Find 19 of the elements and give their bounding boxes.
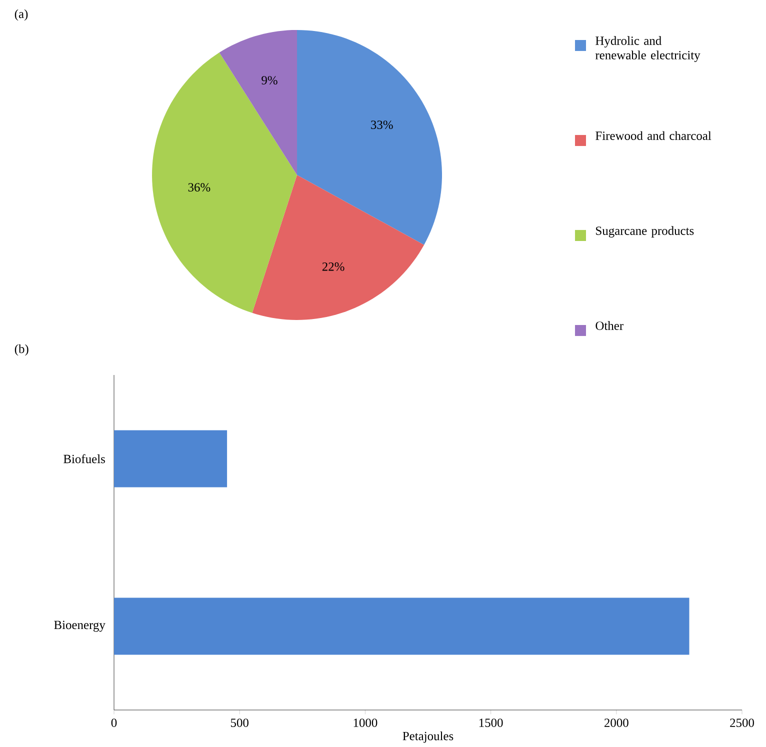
x-tick-label: 0	[111, 718, 117, 728]
chart-title: (b)	[14, 344, 28, 356]
y-tick-label: Bioenergy	[54, 620, 106, 632]
x-tick-label: 500	[230, 718, 248, 728]
x-tick-label: 1000	[354, 718, 378, 728]
legend-label: Other	[596, 321, 624, 330]
x-tick-label: 2500	[730, 718, 754, 728]
x-axis-title: Petajoules	[402, 732, 454, 743]
legend-label: Hydrolic and renewable electricity	[595, 36, 700, 62]
y-tick-label: Biofuels	[64, 454, 105, 464]
x-tick-label: 1500	[479, 718, 503, 728]
x-tick-label: 2000	[604, 718, 628, 728]
text: (a)	[14, 9, 28, 21]
data-label: 22%	[322, 262, 344, 271]
legend-label: Firewood and charcoal	[596, 131, 712, 140]
data-label: 9%	[262, 76, 278, 85]
legend-label: Sugarcane products	[596, 226, 694, 238]
data-label: 36%	[188, 183, 210, 192]
data-label: 33%	[371, 120, 393, 130]
